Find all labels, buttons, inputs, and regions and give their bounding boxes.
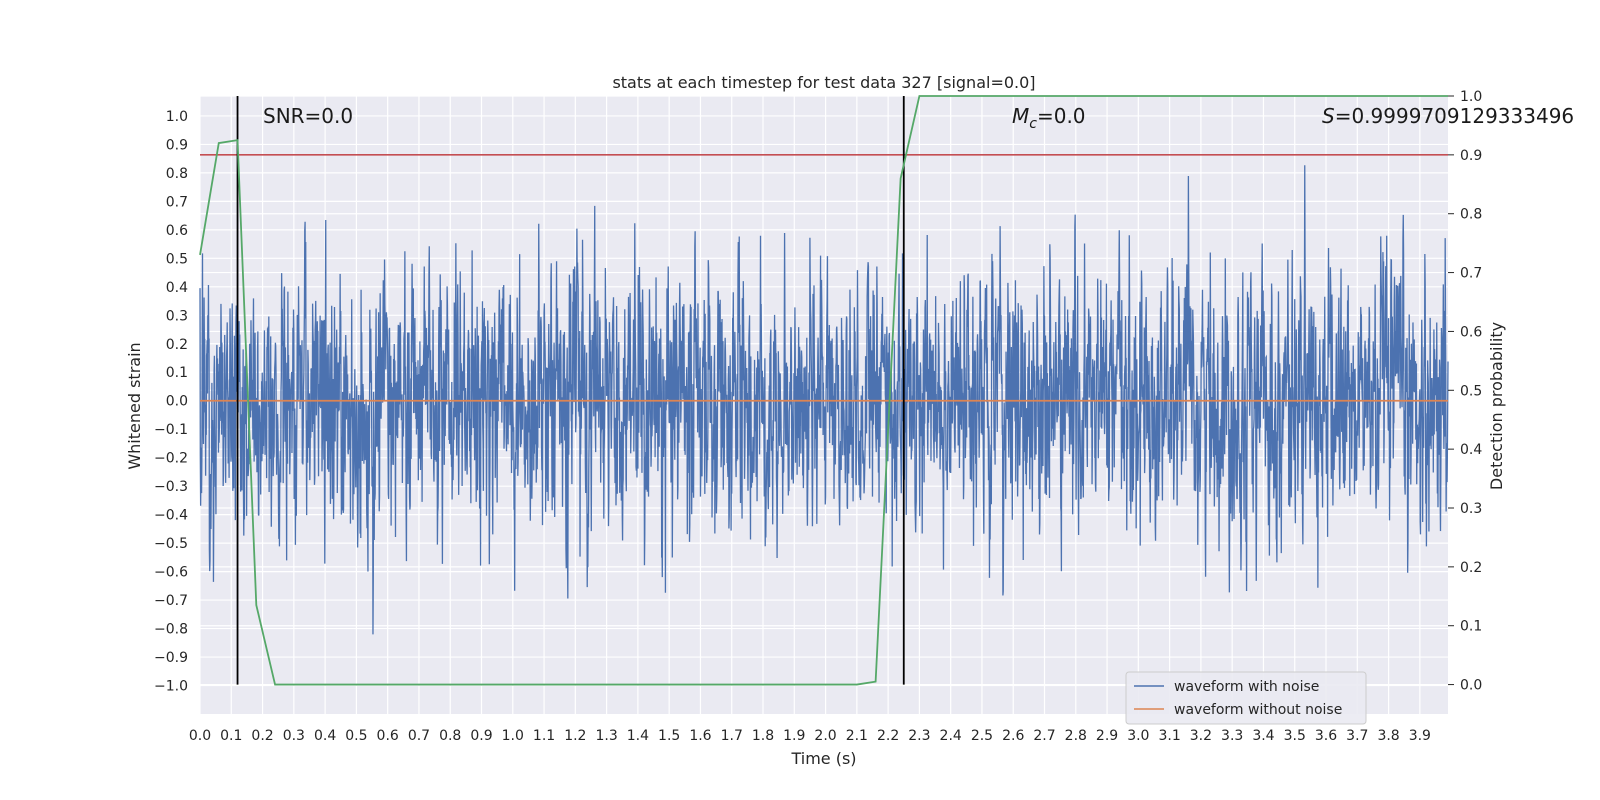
x-tick-label: 2.6 [1002, 728, 1024, 744]
y-tick-label: 0.4 [166, 280, 188, 296]
x-tick-label: 0.5 [345, 728, 367, 744]
y-axis-label: Whitened strain [125, 342, 144, 469]
y-axis-ticks: 1.0 0.9 0.8 0.7 0.6 0.5 0.4 0.3 0.2 0.1 0.0 −0.1 −0.… [154, 109, 188, 695]
mc-annotation: Mc=0.0 [1012, 104, 1086, 132]
y-tick-label: −0.1 [154, 422, 188, 438]
y-tick-label: −0.6 [154, 565, 188, 581]
x-tick-label: 3.4 [1252, 728, 1274, 744]
x-tick-label: 1.5 [658, 728, 680, 744]
x-tick-label: 3.9 [1409, 728, 1431, 744]
snr-annotation: SNR=0.0 [263, 104, 353, 128]
mc-value: =0.0 [1037, 104, 1086, 128]
y2-tick-label: 1.0 [1460, 89, 1482, 105]
y-tick-label: 0.0 [166, 394, 188, 410]
x-tick-label: 3.7 [1346, 728, 1368, 744]
y-tick-label: −1.0 [154, 679, 188, 695]
mc-subscript: c [1029, 116, 1037, 132]
y2-tick-label: 0.0 [1460, 678, 1482, 694]
y-tick-label: −0.2 [154, 451, 188, 467]
legend-label-clean: waveform without noise [1174, 702, 1342, 718]
x-tick-label: 1.4 [627, 728, 649, 744]
y-tick-label: 0.9 [166, 137, 188, 153]
y2-tick-label: 0.2 [1460, 560, 1482, 576]
x-axis-ticks: 0.0 0.1 0.2 0.3 0.4 0.5 0.6 0.7 0.8 0.9 1.0 1.1 1.2 1… [189, 728, 1431, 744]
legend-box [1125, 671, 1367, 725]
legend: waveform with noise waveform without noi… [1125, 671, 1367, 725]
x-tick-label: 2.0 [814, 728, 836, 744]
x-tick-label: 3.8 [1377, 728, 1399, 744]
y2-tick-label: 0.1 [1460, 619, 1482, 635]
y2-tick-label: 0.8 [1460, 207, 1482, 223]
x-tick-label: 1.7 [721, 728, 743, 744]
x-tick-label: 0.6 [377, 728, 399, 744]
chart-marks [199, 95, 1448, 686]
x-tick-label: 3.2 [1190, 728, 1212, 744]
x-tick-label: 1.9 [783, 728, 805, 744]
y-tick-label: 0.3 [166, 308, 188, 324]
x-tick-label: 2.9 [1096, 728, 1118, 744]
y2-tick-label: 0.6 [1460, 324, 1482, 340]
detection-probability-line [199, 95, 1448, 686]
x-tick-label: 2.2 [877, 728, 899, 744]
y2-tick-label: 0.3 [1460, 501, 1482, 517]
y-tick-label: 0.6 [166, 223, 188, 239]
x-tick-label: 2.5 [971, 728, 993, 744]
x-tick-label: 2.7 [1033, 728, 1055, 744]
y2-axis-label: Detection probability [1487, 322, 1506, 490]
noisy-waveform-series [199, 165, 1449, 635]
noise-waveform-line [199, 165, 1449, 635]
x-tick-label: 2.1 [846, 728, 868, 744]
x-tick-label: 0.2 [251, 728, 273, 744]
y-tick-label: 0.8 [166, 166, 188, 182]
x-tick-label: 3.6 [1315, 728, 1337, 744]
y-tick-label: 0.2 [166, 337, 188, 353]
x-tick-label: 1.0 [502, 728, 524, 744]
x-tick-label: 0.0 [189, 728, 211, 744]
x-tick-label: 1.3 [595, 728, 617, 744]
x-tick-label: 2.3 [908, 728, 930, 744]
s-value: =0.9999709129333496 [1335, 104, 1574, 128]
y2-tick-label: 0.4 [1460, 442, 1482, 458]
y2-tick-label: 0.9 [1460, 148, 1482, 164]
x-tick-label: 2.8 [1065, 728, 1087, 744]
y-tick-label: −0.3 [154, 479, 188, 495]
s-annotation: S=0.9999709129333496 [1322, 104, 1574, 128]
x-tick-label: 1.6 [689, 728, 711, 744]
x-tick-label: 3.3 [1221, 728, 1243, 744]
y2-tick-label: 0.5 [1460, 383, 1482, 399]
y-tick-label: −0.4 [154, 508, 188, 524]
x-tick-label: 0.7 [408, 728, 430, 744]
s-symbol: S [1322, 104, 1335, 128]
y-tick-label: 1.0 [166, 109, 188, 125]
legend-label-noise: waveform with noise [1174, 679, 1319, 695]
x-tick-label: 1.1 [533, 728, 555, 744]
x-axis-label: Time (s) [790, 749, 856, 768]
y-tick-label: −0.9 [154, 650, 188, 666]
y2-axis-ticks: 1.0 0.9 0.8 0.7 0.6 0.5 0.4 0.3 0.2 0.1 0.0 [1448, 89, 1482, 694]
x-tick-label: 0.3 [283, 728, 305, 744]
chart-title: stats at each timestep for test data 327… [612, 73, 1035, 92]
y-tick-label: 0.1 [166, 365, 188, 381]
x-tick-label: 0.8 [439, 728, 461, 744]
y-tick-label: −0.7 [154, 593, 188, 609]
y-tick-label: −0.8 [154, 622, 188, 638]
x-tick-label: 3.0 [1127, 728, 1149, 744]
x-tick-label: 0.1 [220, 728, 242, 744]
x-tick-label: 2.4 [940, 728, 962, 744]
x-tick-label: 3.1 [1158, 728, 1180, 744]
y-tick-label: 0.7 [166, 194, 188, 210]
x-tick-label: 0.9 [470, 728, 492, 744]
x-tick-label: 1.2 [564, 728, 586, 744]
y2-tick-label: 0.7 [1460, 266, 1482, 282]
y-tick-label: −0.5 [154, 536, 188, 552]
mc-symbol: M [1012, 104, 1029, 128]
x-tick-label: 0.4 [314, 728, 336, 744]
x-tick-label: 1.8 [752, 728, 774, 744]
x-tick-label: 3.5 [1284, 728, 1306, 744]
y-tick-label: 0.5 [166, 251, 188, 267]
